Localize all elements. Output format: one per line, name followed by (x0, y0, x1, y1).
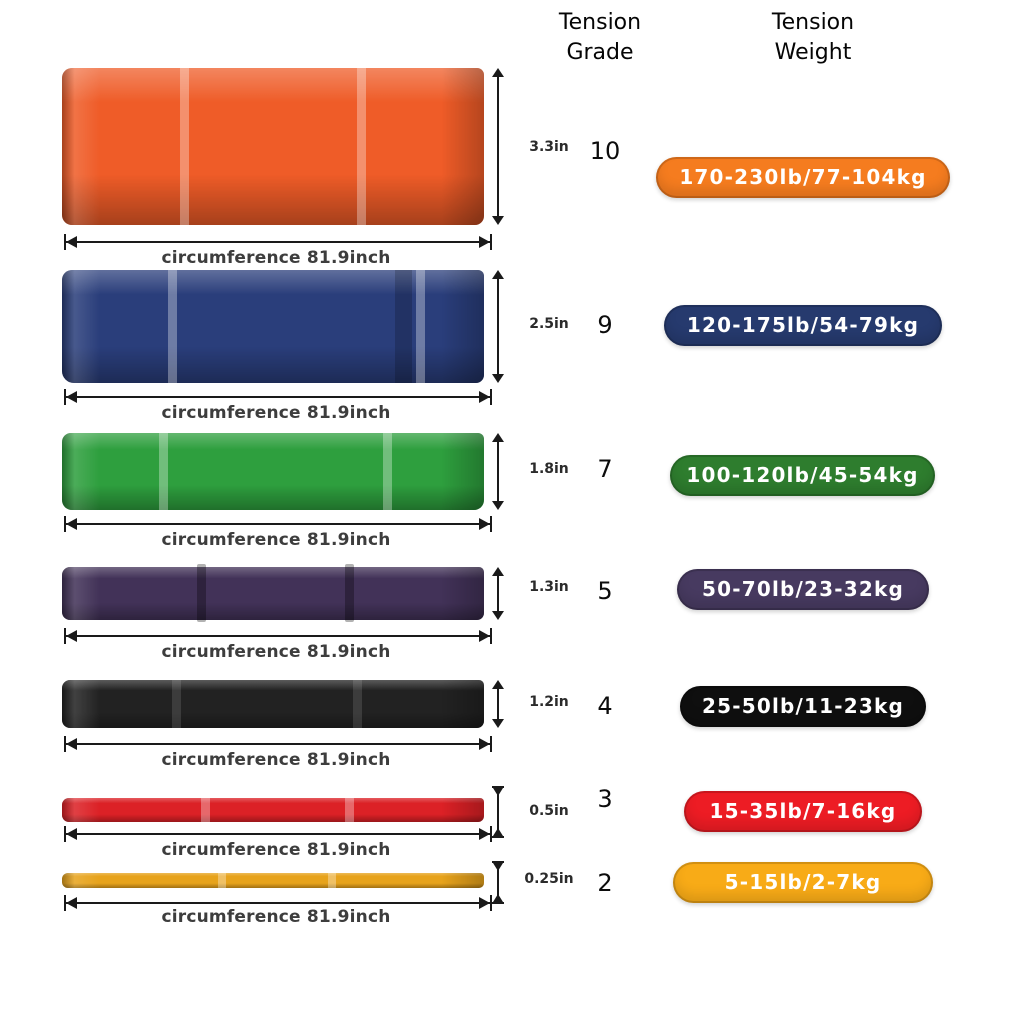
band-fold-mark (357, 68, 367, 225)
resistance-band-image (62, 870, 484, 890)
tension-weight-pill: 5-15lb/2-7kg (673, 862, 933, 903)
tension-grade-value: 3 (597, 785, 613, 813)
tension-grade-value: 4 (597, 692, 613, 720)
band-width-label: 1.8in (529, 461, 569, 477)
band-fold-mark (382, 433, 392, 510)
band-fold-mark (416, 270, 426, 383)
tension-weight-pill: 15-35lb/7-16kg (684, 791, 922, 832)
tension-grade-value: 10 (589, 137, 621, 165)
band-fold-mark (327, 870, 336, 890)
tension-weight-pill: 170-230lb/77-104kg (656, 157, 950, 198)
resistance-band-image (62, 564, 484, 622)
circumference-label: circumference 81.9inch (161, 248, 391, 268)
height-dimension-arrow (491, 433, 505, 510)
tension-weight-pill: 120-175lb/54-79kg (664, 305, 942, 346)
band-fold-mark (344, 795, 354, 824)
tension-weight-pill: 50-70lb/23-32kg (677, 569, 929, 610)
circumference-dimension-arrow (64, 826, 492, 842)
band-fold-mark (201, 795, 211, 824)
band-fold-mark (197, 564, 207, 622)
band-width-label: 3.3in (529, 139, 569, 155)
tension-weight-header-line1: Tension (771, 10, 855, 35)
band-fold-mark (344, 564, 354, 622)
resistance-band-image (62, 270, 484, 383)
circumference-dimension-arrow (64, 736, 492, 752)
tension-grade-value: 2 (597, 869, 613, 897)
circumference-label: circumference 81.9inch (161, 642, 391, 662)
band-fold-mark (353, 677, 363, 730)
band-width-label: 0.25in (524, 871, 574, 887)
tension-weight-pill: 25-50lb/11-23kg (680, 686, 926, 727)
circumference-dimension-arrow (64, 628, 492, 644)
tension-grade-value: 5 (597, 577, 613, 605)
band-fold-mark (159, 433, 169, 510)
band-width-label: 1.2in (529, 694, 569, 710)
height-dimension-arrow (491, 270, 505, 383)
circumference-label: circumference 81.9inch (161, 907, 391, 927)
circumference-dimension-arrow (64, 234, 492, 250)
height-dimension-arrow (491, 680, 505, 728)
band-fold-mark (395, 270, 413, 383)
tension-weight-pill: 100-120lb/45-54kg (670, 455, 935, 496)
height-dimension-arrow (491, 567, 505, 620)
resistance-band-image (62, 795, 484, 824)
circumference-dimension-arrow (64, 389, 492, 405)
band-fold-mark (167, 270, 177, 383)
band-width-label: 0.5in (529, 803, 569, 819)
tension-weight-header-line2: Weight (774, 40, 852, 65)
tension-grade-value: 9 (597, 311, 613, 339)
height-dimension-arrow (491, 68, 505, 225)
tension-grade-header: Tension Grade (538, 8, 662, 68)
tension-weight-header: Tension Weight (731, 8, 895, 68)
band-fold-mark (180, 68, 190, 225)
resistance-band-image (62, 68, 484, 225)
resistance-band-image (62, 677, 484, 730)
circumference-label: circumference 81.9inch (161, 403, 391, 423)
circumference-dimension-arrow (64, 895, 492, 911)
circumference-label: circumference 81.9inch (161, 840, 391, 860)
circumference-dimension-arrow (64, 516, 492, 532)
band-width-label: 1.3in (529, 579, 569, 595)
tension-grade-value: 7 (597, 455, 613, 483)
band-fold-mark (171, 677, 181, 730)
band-fold-mark (218, 870, 227, 890)
circumference-label: circumference 81.9inch (161, 530, 391, 550)
resistance-band-image (62, 433, 484, 510)
height-dimension-arrow (492, 861, 504, 904)
band-width-label: 2.5in (529, 316, 569, 332)
tension-grade-header-line1: Tension (558, 10, 642, 35)
height-dimension-arrow (492, 786, 504, 838)
tension-grade-header-line2: Grade (566, 40, 634, 65)
circumference-label: circumference 81.9inch (161, 750, 391, 770)
